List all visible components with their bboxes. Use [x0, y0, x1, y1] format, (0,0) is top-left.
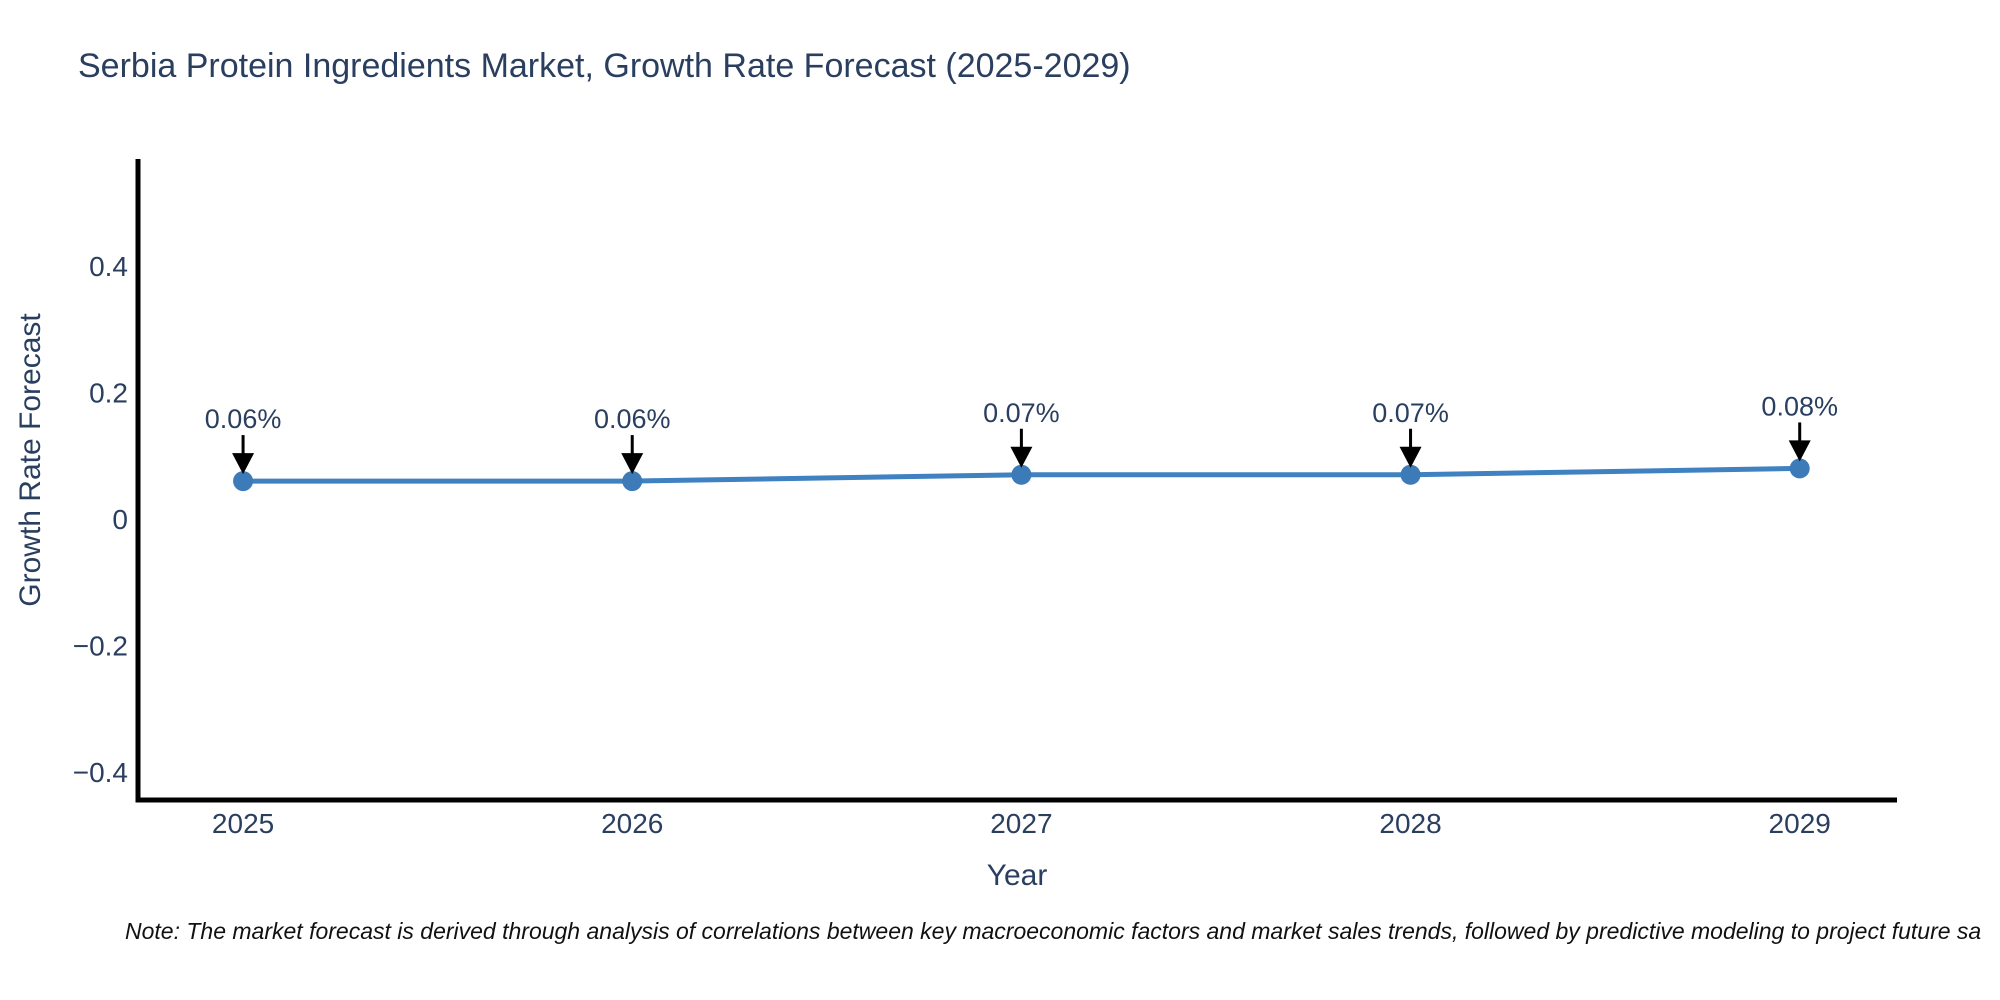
data-point [1011, 464, 1032, 485]
annotation-arrow-head [621, 453, 644, 475]
point-annotation: 0.07% [983, 398, 1060, 428]
data-point [1789, 458, 1810, 479]
y-tick-label: −0.4 [73, 757, 128, 788]
point-annotation: 0.08% [1761, 391, 1838, 421]
x-tick-label: 2028 [1379, 808, 1441, 839]
y-tick-label: −0.2 [73, 631, 128, 662]
x-axis-title: Year [986, 859, 1048, 892]
data-point [1400, 464, 1421, 485]
annotation-arrow-head [1010, 446, 1033, 468]
footnote: Note: The market forecast is derived thr… [125, 918, 1982, 944]
point-annotation: 0.07% [1372, 398, 1449, 428]
annotation-arrow-head [1788, 440, 1811, 462]
x-tick-label: 2025 [212, 808, 274, 839]
annotation-arrow-head [1399, 446, 1422, 468]
y-tick-label: 0 [112, 504, 128, 535]
x-tick-label: 2026 [601, 808, 663, 839]
annotation-arrow-head [232, 453, 255, 475]
point-annotation: 0.06% [205, 404, 282, 434]
chart-title: Serbia Protein Ingredients Market, Growt… [78, 47, 1131, 85]
x-tick-label: 2027 [990, 808, 1052, 839]
x-tick-label: 2029 [1769, 808, 1831, 839]
y-tick-label: 0.4 [89, 251, 128, 282]
data-point [622, 471, 643, 492]
data-point [233, 471, 254, 492]
y-tick-label: 0.2 [89, 377, 128, 408]
point-annotation: 0.06% [594, 404, 671, 434]
